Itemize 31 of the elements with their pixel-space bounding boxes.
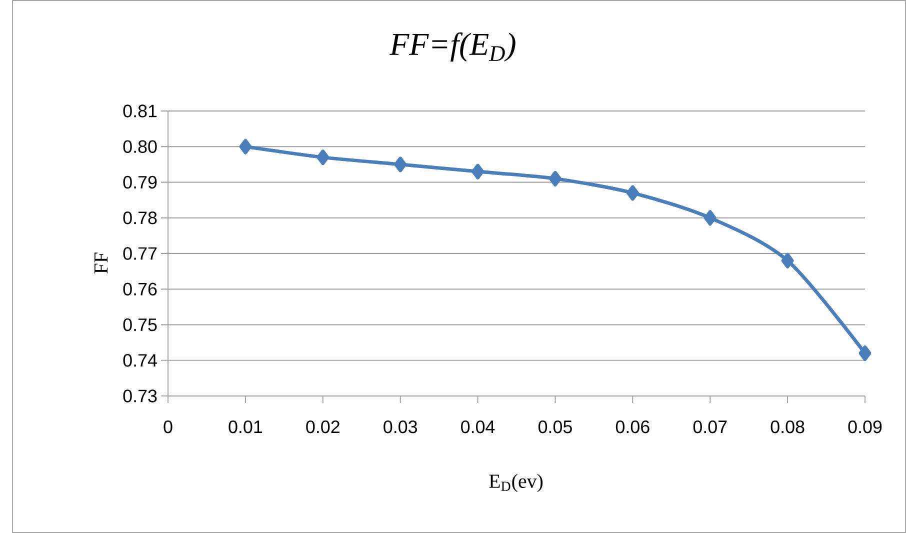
x-axis-title: E$_{D}$(ev) — [489, 474, 543, 492]
point — [858, 345, 872, 361]
x-tick-label: 0.02 — [306, 420, 340, 434]
y-tick-label: 0.80 — [123, 140, 157, 153]
point — [316, 150, 330, 166]
y-tick-label: 0.79 — [123, 176, 157, 189]
point — [548, 170, 562, 186]
x-tick-label: 0.03 — [384, 420, 418, 434]
x-tick-label: 0.08 — [770, 420, 804, 434]
y-tick-label: 0.74 — [123, 354, 157, 367]
x-tick-label: 0.05 — [538, 420, 572, 434]
x-tick-label: 0 — [164, 420, 172, 434]
x-tick-label: 0.09 — [848, 420, 882, 434]
chart-title: FF=f(E$_{D}$) — [390, 32, 516, 62]
point — [472, 164, 484, 180]
y-tick-label: 0.73 — [123, 390, 157, 402]
y-tick-label: 0.81 — [123, 104, 157, 118]
y-tick-label: 0.78 — [123, 212, 157, 224]
point — [626, 185, 639, 201]
x-tick-label: 0.07 — [693, 420, 727, 434]
y-tick-label: 0.75 — [123, 318, 157, 332]
y-tick-label: 0.77 — [123, 247, 157, 260]
point — [704, 210, 716, 226]
point — [781, 252, 794, 268]
y-axis-title: FF — [94, 252, 108, 274]
y-tick-label: 0.76 — [123, 282, 157, 296]
point — [239, 138, 252, 154]
x-tick-label: 0.04 — [461, 420, 495, 434]
point — [394, 156, 407, 172]
x-tick-label: 0.01 — [228, 420, 262, 434]
x-tick-label: 0.06 — [616, 420, 650, 434]
